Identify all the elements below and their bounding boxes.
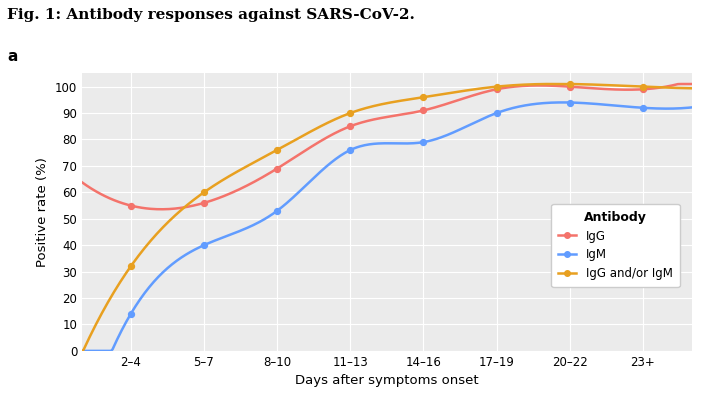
Point	[418, 107, 429, 114]
Point	[272, 208, 283, 214]
Point	[198, 200, 210, 206]
Point	[125, 310, 136, 317]
Point	[564, 81, 575, 87]
Legend: IgG, IgM, IgG and/or IgM: IgG, IgM, IgG and/or IgM	[551, 204, 679, 287]
Point	[125, 263, 136, 270]
Point	[564, 99, 575, 106]
Point	[272, 147, 283, 153]
Point	[125, 202, 136, 209]
X-axis label: Days after symptoms onset: Days after symptoms onset	[295, 374, 478, 387]
Point	[344, 147, 356, 153]
Y-axis label: Positive rate (%): Positive rate (%)	[36, 157, 49, 267]
Text: Fig. 1: Antibody responses against SARS-CoV-2.: Fig. 1: Antibody responses against SARS-…	[7, 8, 415, 22]
Point	[637, 86, 649, 93]
Point	[418, 139, 429, 145]
Text: a: a	[7, 49, 18, 64]
Point	[637, 83, 649, 90]
Point	[344, 123, 356, 130]
Point	[344, 110, 356, 116]
Point	[272, 165, 283, 172]
Point	[491, 83, 502, 90]
Point	[198, 242, 210, 248]
Point	[564, 83, 575, 90]
Point	[418, 94, 429, 100]
Point	[198, 189, 210, 195]
Point	[637, 104, 649, 111]
Point	[491, 86, 502, 93]
Point	[491, 110, 502, 116]
